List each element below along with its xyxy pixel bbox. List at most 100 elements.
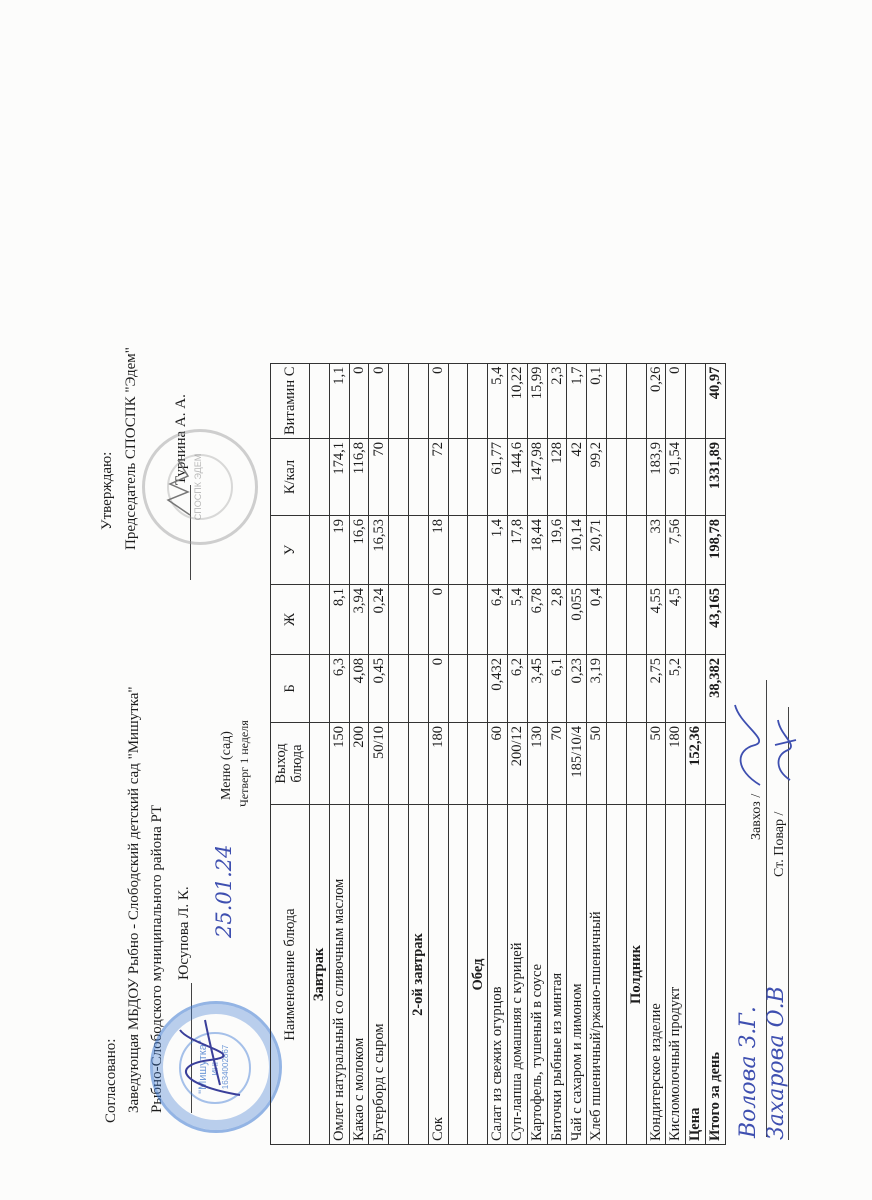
table-row: Омлет натуральный со сливочным маслом 150… [329,363,350,1145]
cell-b: 0,23 [566,654,587,723]
table-row: Кисломолочный продукт 180 5,2 4,5 7,56 91,54 0 [665,363,686,1145]
cell-zh [448,584,468,655]
cell-kcal: 147,98 [527,438,548,516]
column-header: Ж [270,584,310,655]
cell-kcal [606,438,627,516]
cell-u: 16,6 [349,515,369,585]
cell-zh [388,584,409,655]
cell-u: 19 [329,515,350,585]
column-header: Наименование блюда [270,804,310,1145]
cell-kcal [685,438,706,516]
cell-yield [388,722,409,805]
cell-kcal: 42 [566,438,587,516]
table-cell [467,515,488,585]
handwritten-date: 25.01.24 [212,844,236,938]
cell-zh: 0,24 [368,584,389,655]
cell-kcal: 72 [428,438,449,516]
cell-vitc: 40,97 [705,363,726,439]
cell-u: 1,4 [487,515,508,585]
table-cell [408,515,429,585]
cell-yield [448,722,468,805]
total-row: Цена 152,36 [685,363,706,1145]
table-row: Суп-лапша домашняя с курицей 200/12 6,2 5,4… [507,363,528,1145]
cell-b: 6,2 [507,654,528,723]
table-cell [408,654,429,723]
dish-name: Кисломолочный продукт [665,804,686,1145]
cell-yield: 60 [487,722,508,805]
cell-vitc: 0,1 [586,363,607,439]
empty-row [448,363,468,1145]
cell-kcal: 99,2 [586,438,607,516]
agreed-label: Согласовано: [103,1038,119,1123]
dish-name: Салат из свежих огурцов [487,804,508,1145]
column-header: Б [270,654,310,723]
cell-b: 0,45 [368,654,389,723]
cell-zh [606,584,627,655]
cell-yield: 152,36 [685,722,706,805]
cell-u [606,515,627,585]
cell-b: 6,3 [329,654,350,723]
section-row: Обед [467,363,488,1145]
cell-kcal: 91,54 [665,438,686,516]
cell-zh: 3,94 [349,584,369,655]
head-signature [179,1019,241,1096]
table-row: Чай с сахаром и лимоном 185/10/4 0,23 0,055… [566,363,587,1145]
cell-vitc: 0 [368,363,389,439]
dish-name: Омлет натуральный со сливочным маслом [329,804,350,1145]
dish-name: Сок [428,804,449,1145]
approver-signature [166,459,191,516]
cell-zh: 5,4 [507,584,528,655]
cell-b: 3,19 [586,654,607,723]
cell-u: 19,6 [547,515,567,585]
cell-vitc: 0,26 [646,363,666,439]
table-cell [467,584,488,655]
cell-u: 20,71 [586,515,607,585]
cell-b: 0,432 [487,654,508,723]
total-row: Итого за день 38,382 43,165 198,78 1331,89 40… [705,363,726,1145]
section-title: Завтрак [309,804,330,1145]
dish-name: Биточки рыбные из минтая [547,804,567,1145]
cell-b: 6,1 [547,654,567,723]
table-cell [408,722,429,805]
table-cell [309,584,330,655]
table-cell [467,363,488,439]
cell-yield: 50/10 [368,722,389,805]
table-cell [467,654,488,723]
head-of-kindergarten: Заведующая МБДОУ Рыбно - Слободский детс… [126,686,142,1113]
dish-name: Бутерборд с сыром [368,804,389,1145]
menu-day: Четверг 1 неделя [237,720,251,807]
table-cell [309,654,330,723]
cell-b: 38,382 [705,654,726,723]
cell-b: 3,45 [527,654,548,723]
table-row: Бутерборд с сыром 50/10 0,45 0,24 16,53 70 0 [368,363,389,1145]
table-row: Биточки рыбные из минтая 70 6,1 2,8 19,6 128 2… [547,363,567,1145]
cell-kcal [388,438,409,516]
cell-u: 18,44 [527,515,548,585]
empty-row [388,363,409,1145]
table-cell [309,438,330,516]
cell-zh: 0,055 [566,584,587,655]
cell-u: 17,8 [507,515,528,585]
table-cell [408,363,429,439]
cell-b [606,654,627,723]
cell-vitc: 2,3 [547,363,567,439]
cell-zh: 4,5 [665,584,686,655]
cook-name-handwritten: Захарова О.В [764,986,789,1140]
cell-vitc [448,363,468,439]
cell-vitc: 10,22 [507,363,528,439]
dish-name [388,804,409,1145]
dish-name: Какао с молоком [349,804,369,1145]
cell-u: 18 [428,515,449,585]
table-cell [467,438,488,516]
table-row: Сок 180 0 0 18 72 0 [428,363,449,1145]
empty-row [606,363,627,1145]
column-header: Выход блюда [270,722,310,805]
cell-yield: 180 [665,722,686,805]
cell-zh: 6,4 [487,584,508,655]
cell-kcal: 61,77 [487,438,508,516]
cell-u [685,515,706,585]
cell-b: 5,2 [665,654,686,723]
cell-b [448,654,468,723]
cell-yield: 50 [646,722,666,805]
approve-label: Утверждаю: [99,451,115,530]
